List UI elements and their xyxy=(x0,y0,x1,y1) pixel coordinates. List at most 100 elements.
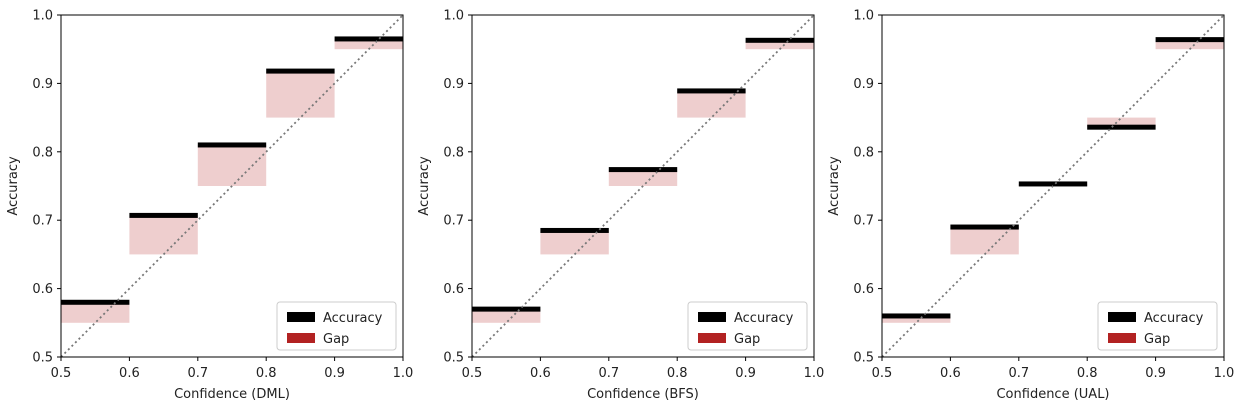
accuracy-bars xyxy=(61,36,403,305)
accuracy-bar-4 xyxy=(677,88,746,94)
perfect-calibration-line xyxy=(471,14,815,358)
x-tick-label: 0.7 xyxy=(187,366,208,381)
accuracy-bar-5 xyxy=(334,36,403,42)
x-tick-label: 0.9 xyxy=(324,366,345,381)
gap-bar-3 xyxy=(608,169,678,186)
legend-swatch-accuracy xyxy=(287,312,315,322)
x-axis-label: Confidence (UAL) xyxy=(996,387,1109,402)
gap-bar-5 xyxy=(745,40,814,50)
y-tick-label: 0.6 xyxy=(32,282,53,297)
x-tick-label: 0.9 xyxy=(735,366,756,381)
legend-label-gap: Gap xyxy=(323,332,349,347)
accuracy-bar-2 xyxy=(540,227,609,233)
y-tick-label: 0.9 xyxy=(443,77,464,92)
accuracy-bar-5 xyxy=(745,37,814,43)
x-tick-label: 1.0 xyxy=(393,366,414,381)
accuracy-bar-3 xyxy=(608,167,678,173)
accuracy-bar-1 xyxy=(882,313,951,319)
plot-frame xyxy=(60,14,404,358)
accuracy-bar-3 xyxy=(1018,181,1088,187)
legend-swatch-accuracy xyxy=(1108,312,1136,322)
x-tick-label: 1.0 xyxy=(1214,366,1235,381)
y-tick-label: 0.9 xyxy=(853,77,874,92)
y-ticks: 0.5 0.6 0.7 0.8 0.9 1.0 xyxy=(32,9,61,366)
legend: Accuracy Gap xyxy=(1097,301,1218,351)
x-tick-label: 1.0 xyxy=(804,366,825,381)
gap-bar-5 xyxy=(334,38,403,50)
y-tick-label: 0.5 xyxy=(32,351,53,366)
accuracy-bar-4 xyxy=(1087,124,1156,130)
legend-label-accuracy: Accuracy xyxy=(734,311,794,326)
x-tick-label: 0.8 xyxy=(667,366,688,381)
y-tick-label: 0.9 xyxy=(32,77,53,92)
y-tick-label: 0.7 xyxy=(853,214,874,229)
accuracy-bar-1 xyxy=(472,306,541,312)
accuracy-bar-1 xyxy=(61,299,130,305)
legend: Accuracy Gap xyxy=(276,301,397,351)
legend-swatch-gap xyxy=(698,333,726,343)
y-axis-label: Accuracy xyxy=(6,156,21,216)
y-tick-label: 0.6 xyxy=(853,282,874,297)
y-ticks: 0.5 0.6 0.7 0.8 0.9 1.0 xyxy=(853,9,882,366)
x-tick-label: 0.6 xyxy=(940,366,961,381)
y-tick-label: 1.0 xyxy=(853,9,874,24)
x-ticks: 0.5 0.6 0.7 0.8 0.9 1.0 xyxy=(872,357,1235,381)
y-tick-label: 0.7 xyxy=(443,214,464,229)
accuracy-bar-5 xyxy=(1155,37,1224,43)
x-tick-label: 0.6 xyxy=(119,366,140,381)
y-tick-label: 1.0 xyxy=(443,9,464,24)
x-ticks: 0.5 0.6 0.7 0.8 0.9 1.0 xyxy=(462,357,825,381)
y-axis-label: Accuracy xyxy=(417,156,432,216)
legend-label-gap: Gap xyxy=(1144,332,1170,347)
legend-label-gap: Gap xyxy=(734,332,760,347)
gap-bar-1 xyxy=(882,315,951,323)
gap-bar-4 xyxy=(1087,117,1156,128)
x-tick-label: 0.9 xyxy=(1145,366,1166,381)
x-tick-label: 0.7 xyxy=(598,366,619,381)
accuracy-bar-2 xyxy=(950,224,1019,230)
gap-bar-3 xyxy=(197,144,267,186)
x-tick-label: 0.6 xyxy=(530,366,551,381)
legend-swatch-gap xyxy=(287,333,315,343)
y-axis-label: Accuracy xyxy=(827,156,842,216)
gap-bar-1 xyxy=(472,309,541,323)
x-tick-label: 0.8 xyxy=(1077,366,1098,381)
gap-bar-5 xyxy=(1155,39,1224,50)
y-tick-label: 1.0 xyxy=(32,9,53,24)
y-tick-label: 0.8 xyxy=(32,145,53,160)
gap-bars xyxy=(882,39,1224,323)
y-tick-label: 0.5 xyxy=(443,351,464,366)
legend-swatch-accuracy xyxy=(698,312,726,322)
panel-bfs: 0.5 0.6 0.7 0.8 0.9 1.0 0.5 0.6 0.7 0.8 0.9 1.0 Co… xyxy=(417,9,824,403)
gap-bar-2 xyxy=(540,230,609,255)
y-ticks: 0.5 0.6 0.7 0.8 0.9 1.0 xyxy=(443,9,472,366)
gap-bars xyxy=(61,38,403,323)
y-tick-label: 0.6 xyxy=(443,282,464,297)
x-ticks: 0.5 0.6 0.7 0.8 0.9 1.0 xyxy=(51,357,414,381)
y-tick-label: 0.8 xyxy=(443,145,464,160)
gap-bar-2 xyxy=(129,215,198,255)
legend-swatch-gap xyxy=(1108,333,1136,343)
accuracy-bar-3 xyxy=(197,142,267,148)
accuracy-bar-2 xyxy=(129,212,198,218)
gap-bars xyxy=(472,40,814,323)
gap-bar-1 xyxy=(61,302,130,323)
legend: Accuracy Gap xyxy=(687,301,808,351)
x-tick-label: 0.5 xyxy=(462,366,483,381)
panel-ual: 0.5 0.6 0.7 0.8 0.9 1.0 0.5 0.6 0.7 0.8 0.9 1.0 Co… xyxy=(827,9,1234,403)
y-tick-label: 0.5 xyxy=(853,351,874,366)
x-tick-label: 0.5 xyxy=(51,366,72,381)
legend-label-accuracy: Accuracy xyxy=(1144,311,1204,326)
y-tick-label: 0.8 xyxy=(853,145,874,160)
x-axis-label: Confidence (DML) xyxy=(174,387,290,402)
x-tick-label: 0.8 xyxy=(256,366,277,381)
gap-bar-2 xyxy=(950,227,1019,255)
y-tick-label: 0.7 xyxy=(32,214,53,229)
accuracy-bars xyxy=(882,37,1224,319)
plot-frame xyxy=(881,14,1225,358)
x-axis-label: Confidence (BFS) xyxy=(587,387,699,402)
x-tick-label: 0.7 xyxy=(1008,366,1029,381)
accuracy-bars xyxy=(472,37,814,312)
perfect-calibration-line xyxy=(60,14,404,358)
